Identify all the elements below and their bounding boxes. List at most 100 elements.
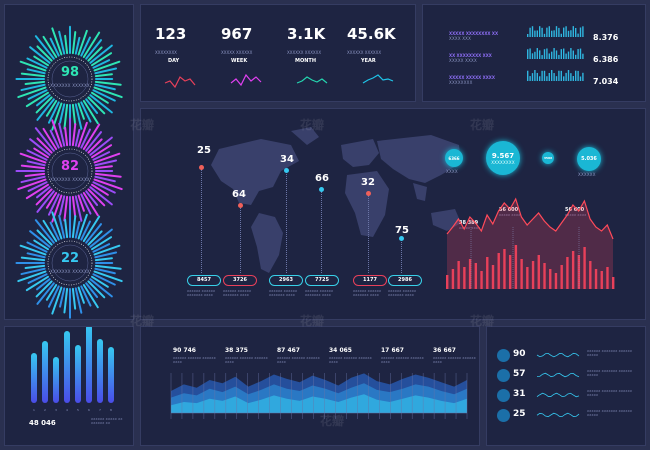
vertical-bar[interactable]: [86, 327, 92, 403]
map-pill-label-5: XXXXXX XXXXXX XXXXXXX XXXX: [353, 289, 382, 297]
stat-month: 3.1K XXXXXX XXXXXX MONTH: [287, 25, 347, 64]
gauge-ray: [35, 280, 53, 298]
kpi-spark-bar: [575, 27, 577, 37]
bottom-stat-5: 17 667 XXXXXX XXXXXX XXXXXX XXXX: [381, 347, 427, 364]
gauge-ray: [27, 181, 48, 192]
gauge-ray: [74, 36, 81, 55]
pin-dot-6[interactable]: [399, 236, 404, 241]
bottom-stats-panel: 90 746 XXXXXX XXXXXX XXXXXX XXXX 38 375 XXX…: [140, 326, 480, 446]
gauge-ray: [29, 46, 51, 64]
gauge-ray: [92, 273, 116, 286]
gauge-ray: [89, 278, 113, 298]
stat-week-period: WEEK: [231, 58, 248, 64]
pin-line-5: [368, 195, 369, 273]
kpi-spark-bar: [551, 30, 553, 37]
vertical-bar[interactable]: [42, 341, 48, 403]
stat-day-label: XXXXXXXX: [155, 50, 177, 55]
kpi-spark-bar: [543, 70, 546, 81]
gauge-ray: [93, 60, 121, 72]
kpi-spark-bar: [536, 30, 538, 37]
bubble-1[interactable]: 6366: [445, 149, 463, 167]
bottom-stat-label: XXXXXX XXXXXX XXXXXX XXXX: [173, 356, 216, 364]
vertical-bar[interactable]: [75, 345, 81, 403]
gauge-ray: [17, 86, 47, 99]
bubble-4-label: XXXXXX: [578, 172, 596, 177]
bubble-4[interactable]: 5.036: [577, 147, 601, 171]
kpi-spark-bar: [529, 48, 531, 59]
gauge-ray: [34, 127, 55, 152]
kpi-spark-bar: [548, 72, 550, 81]
red-bar: [583, 247, 586, 289]
gauge-ray: [82, 123, 101, 150]
gauge-ray: [20, 72, 46, 78]
vertical-bar[interactable]: [108, 347, 114, 403]
gauge-ray: [26, 241, 48, 253]
list-sparkline: [536, 352, 580, 358]
gauge-ray: [92, 181, 116, 194]
gauge-ray: [17, 178, 47, 191]
gauge-ray: [92, 59, 111, 69]
vertical-bar[interactable]: [53, 357, 59, 403]
pin-dot-1[interactable]: [199, 165, 204, 170]
map-pill-5[interactable]: 1177: [353, 275, 387, 286]
gauge-ray: [33, 55, 49, 67]
gauge-ray: [24, 80, 46, 86]
bottom-stat-label: XXXXXX XXXXXX XXXXXX XXXX: [277, 356, 320, 364]
gauge-ray: [42, 35, 58, 58]
kpi-spark-bar: [563, 27, 565, 37]
gauge-ray: [71, 123, 77, 147]
vertical-bar[interactable]: [64, 331, 70, 403]
kpi-spark-bar: [531, 26, 534, 37]
kpi-spark-bar: [527, 49, 529, 59]
bottom-stat-6: 36 667 XXXXXX XXXXXX XXXXXX XXXX: [433, 347, 479, 364]
gauge-ray: [77, 121, 88, 148]
kpi-spark-bar: [541, 27, 543, 37]
area-annotation-3-label: XXXXX XXXX: [565, 213, 586, 218]
pin-dot-3[interactable]: [284, 168, 289, 173]
kpi-spark-bar: [555, 76, 558, 81]
pin-dot-4[interactable]: [319, 187, 324, 192]
gauge-ray: [36, 278, 51, 291]
map-pill-3[interactable]: 2963: [269, 275, 303, 286]
map-pill-4[interactable]: 7725: [305, 275, 339, 286]
vertical-bar[interactable]: [31, 353, 37, 403]
pin-dot-5[interactable]: [366, 191, 371, 196]
gauge-ray: [91, 275, 109, 288]
gauge-ray: [89, 94, 113, 114]
kpi-spark-bar: [527, 70, 529, 81]
bottom-stat-value: 17 667: [381, 347, 404, 354]
area-annotation-2: 56 000 XXXXX XXXX: [499, 207, 520, 218]
kpi-sub-1: XXXX XXX: [449, 36, 472, 41]
kpi-spark-bar: [570, 30, 572, 37]
pin-value-4: 66: [315, 173, 329, 184]
bottom-stat-value: 36 667: [433, 347, 456, 354]
kpi-spark-bar: [579, 27, 582, 37]
bubble-3[interactable]: 3586: [542, 152, 554, 164]
kpi-row-3: XXXXX XXXXX XXXX XXXXXXXX: [449, 75, 495, 85]
kpi-sub-3: XXXXXXXX: [449, 80, 473, 85]
gauge-ray: [93, 178, 123, 191]
map-pill-6[interactable]: 2986: [388, 275, 422, 286]
kpi-spark-bar: [541, 70, 543, 81]
gauge-ray: [94, 257, 113, 262]
bottom-area-series: [171, 394, 467, 413]
gauge-ray: [89, 44, 113, 64]
bubble-2[interactable]: 9.567 XXXXXXXX: [486, 141, 520, 175]
map-pill-2[interactable]: 3726: [223, 275, 257, 286]
gauge-ray: [36, 282, 55, 305]
gauge-ray: [64, 126, 69, 147]
gauge-ray: [35, 188, 53, 206]
kpi-spark-bar: [558, 54, 560, 59]
gauge-ray: [80, 36, 91, 57]
gauge-ray: [58, 214, 66, 239]
gauge-ray: [20, 256, 46, 262]
kpi-spark-bar: [551, 51, 553, 59]
bottom-stat-3: 87 467 XXXXXX XXXXXX XXXXXX XXXX: [277, 347, 323, 364]
gauge-ray: [49, 221, 60, 241]
kpi-value-2: 6.386: [593, 55, 619, 64]
bottom-stat-value: 90 746: [173, 347, 196, 354]
gauge-ray: [19, 244, 47, 256]
pin-dot-2[interactable]: [238, 203, 243, 208]
vertical-bar[interactable]: [97, 339, 103, 403]
map-pill-1[interactable]: 8457: [187, 275, 221, 286]
